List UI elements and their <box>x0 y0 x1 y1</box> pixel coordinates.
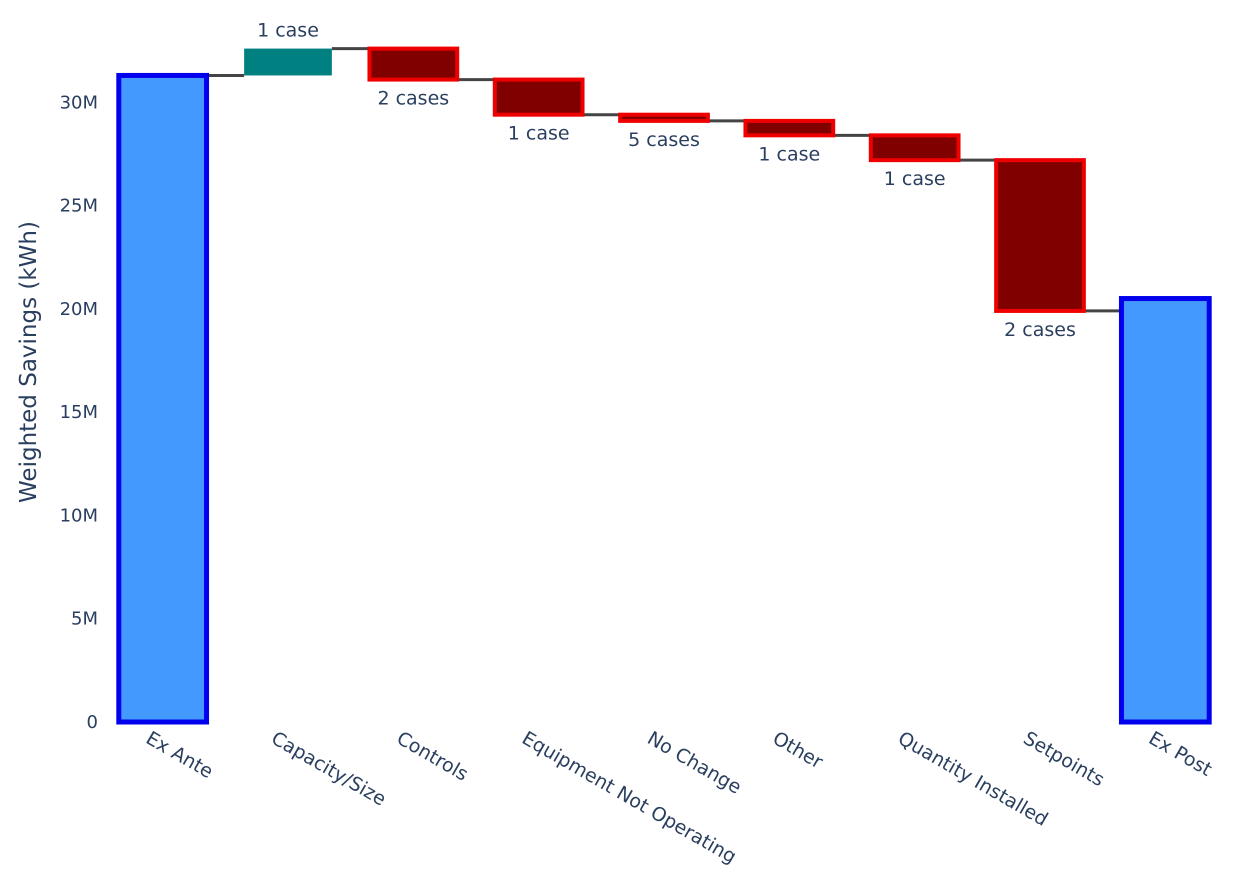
y-tick-label: 15M <box>60 402 98 423</box>
bar-ex-post <box>1118 296 1212 725</box>
bar-other <box>743 118 836 138</box>
y-tick-label: 0 <box>87 712 98 733</box>
x-tick-label: Other <box>769 727 827 773</box>
y-tick-label: 25M <box>60 196 98 217</box>
data-label: 2 cases <box>1004 319 1076 341</box>
y-axis: 0 5M 10M 15M 20M 25M 30M <box>60 92 98 733</box>
data-label: 2 cases <box>377 88 449 110</box>
x-tick-label: Controls <box>393 727 472 785</box>
x-tick-label: Ex Ante <box>142 727 217 783</box>
bar-setpoints <box>994 158 1086 313</box>
data-label: 5 cases <box>628 129 700 151</box>
data-label: 1 case <box>508 123 570 145</box>
bar-quantity-installed <box>868 133 961 163</box>
y-tick-label: 5M <box>71 609 98 630</box>
connectors <box>206 47 1122 313</box>
data-label: 1 case <box>758 143 820 165</box>
data-label: 1 case <box>884 168 946 190</box>
y-axis-title: Weighted Savings (kWh) <box>16 221 42 503</box>
bar-equipment-not-operating <box>492 77 585 117</box>
bar-capacity-size <box>244 48 332 76</box>
x-tick-label: Setpoints <box>1020 727 1109 791</box>
x-tick-label: Equipment Not Operating <box>518 727 740 868</box>
bar-ex-ante <box>116 72 210 725</box>
data-label: 1 case <box>257 20 319 42</box>
bars <box>116 46 1212 725</box>
y-tick-label: 20M <box>60 299 98 320</box>
x-tick-label: Ex Post <box>1145 727 1216 781</box>
y-tick-label: 10M <box>60 505 98 526</box>
data-labels: 1 case 2 cases 1 case 5 cases 1 case 1 case 2 … <box>257 20 1076 341</box>
x-tick-label: Capacity/Size <box>268 727 390 810</box>
x-tick-label: No Change <box>644 727 746 798</box>
bar-controls <box>367 46 460 82</box>
y-tick-label: 30M <box>60 92 98 113</box>
bar-no-change <box>618 112 710 123</box>
x-axis: Ex Ante Capacity/Size Controls Equipment No… <box>142 727 1215 868</box>
